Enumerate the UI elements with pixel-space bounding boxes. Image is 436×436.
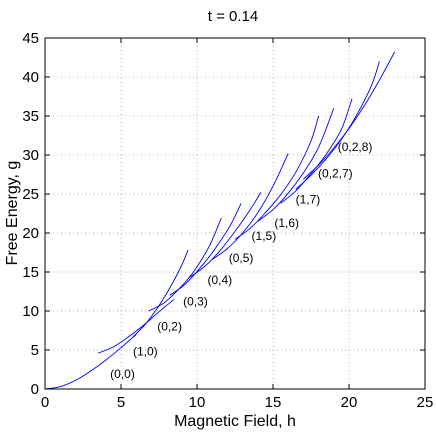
chart-title: t = 0.14 xyxy=(208,8,258,25)
y-tick-label: 10 xyxy=(22,303,39,320)
x-tick-label: 15 xyxy=(265,394,282,411)
y-tick-label: 30 xyxy=(22,147,39,164)
x-tick-label: 0 xyxy=(41,394,49,411)
curve-label: (1,6) xyxy=(274,216,299,230)
y-tick-label: 0 xyxy=(31,381,39,398)
curve-label: (0,2,8) xyxy=(338,140,373,154)
curve-label: (0,2,7) xyxy=(318,167,353,181)
y-tick-label: 5 xyxy=(31,342,39,359)
series-line-6 xyxy=(211,153,289,260)
series-line-5 xyxy=(189,192,262,278)
y-tick-label: 40 xyxy=(22,69,39,86)
series-line-1 xyxy=(98,298,175,354)
series-line-7 xyxy=(234,115,320,240)
series-line-4 xyxy=(169,203,242,296)
curve-label: (1,0) xyxy=(133,345,158,359)
curve-label: (1,5) xyxy=(252,229,277,243)
curve-label: (0,5) xyxy=(229,251,254,265)
y-tick-label: 35 xyxy=(22,108,39,125)
y-tick-label: 45 xyxy=(22,30,39,47)
series-line-9 xyxy=(280,98,353,204)
y-tick-label: 20 xyxy=(22,225,39,242)
curve-labels: (0,0) (1,0) (0,2)(0,3) (0,4) (0,5) (1,5)(1,6)… xyxy=(110,140,372,381)
y-tick-label: 15 xyxy=(22,264,39,281)
plot-frame xyxy=(44,37,426,390)
curve-label: (0,3) xyxy=(183,295,208,309)
series-line-10 xyxy=(295,61,380,190)
series-line-2 xyxy=(132,250,189,338)
curve-label: (0,0) xyxy=(110,367,135,381)
series-line-3 xyxy=(148,218,222,312)
x-tick-label: 25 xyxy=(417,394,434,411)
series-group xyxy=(44,51,395,390)
x-tick-label: 20 xyxy=(341,394,358,411)
axis-ticks xyxy=(44,37,426,390)
grid xyxy=(45,38,425,389)
series-line-11 xyxy=(303,51,395,180)
x-tick-label: 5 xyxy=(117,394,125,411)
x-axis-title: Magnetic Field, h xyxy=(174,413,296,430)
series-line-8 xyxy=(257,108,335,222)
curve-label: (1,7) xyxy=(296,192,321,206)
y-tick-labels: 0 5 10 15 20 25 30 35 40 45 xyxy=(22,30,39,398)
x-tick-label: 10 xyxy=(189,394,206,411)
curve-label: (0,4) xyxy=(207,273,232,287)
curve-label: (0,2) xyxy=(157,320,182,334)
y-tick-label: 25 xyxy=(22,186,39,203)
x-tick-labels: 0 5 10 15 20 25 xyxy=(41,394,434,411)
y-axis-title: Free Energy, g xyxy=(4,161,21,266)
series-line-0 xyxy=(44,334,137,390)
